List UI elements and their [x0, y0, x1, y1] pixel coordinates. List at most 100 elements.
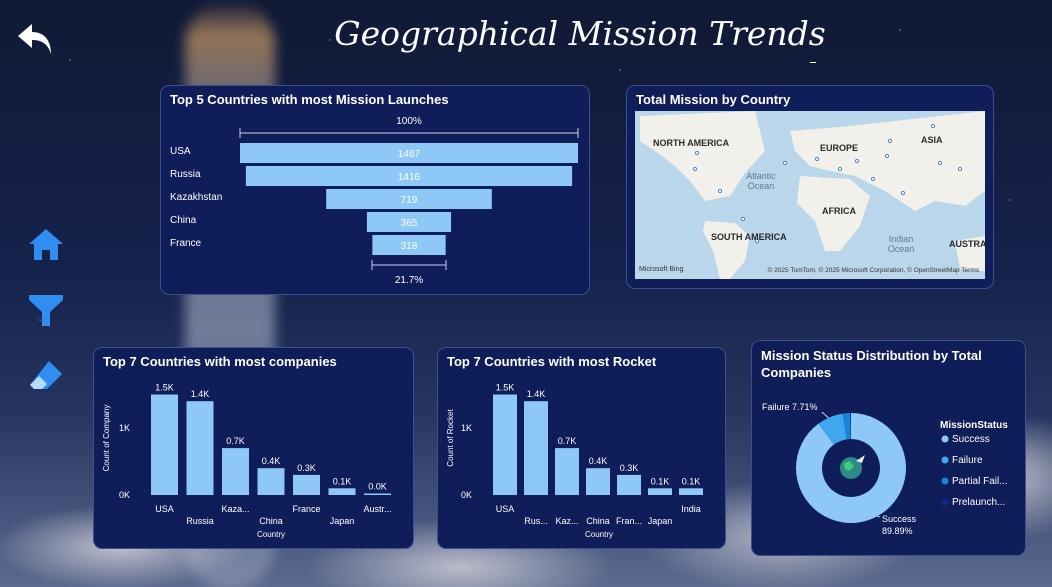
funnel-card: Top 5 Countries with most Mission Launch… — [160, 85, 590, 295]
rockets-bar-5[interactable] — [648, 488, 672, 495]
funnel-value-2: 719 — [401, 195, 418, 206]
funnel-category-2: Kazakhstan — [170, 192, 222, 203]
title-underline — [810, 62, 816, 63]
companies-value-1: 1.4K — [191, 389, 210, 399]
rockets-value-5: 0.1K — [651, 476, 670, 486]
companies-category-0: USA — [155, 504, 174, 514]
map-label-indian-ocean: Indian Ocean — [887, 234, 915, 254]
map-label-asia: ASIA — [921, 135, 943, 145]
companies-bar-6[interactable] — [364, 493, 391, 496]
rockets-bar-6[interactable] — [679, 488, 703, 495]
rockets-bar-0[interactable] — [493, 394, 517, 496]
rockets-bar-4[interactable] — [617, 474, 641, 495]
legend-marker-1 — [941, 456, 949, 464]
legend-label-0[interactable]: Success — [952, 434, 990, 445]
status-success-pct: 89.89% — [882, 526, 913, 536]
companies-category-4: France — [292, 504, 320, 514]
companies-bar-2[interactable] — [222, 448, 249, 495]
rockets-bar-chart: Count of Rocket 0K 1K Country 1.5K USA 1.4… — [446, 383, 703, 539]
rockets-value-2: 0.7K — [558, 436, 577, 446]
funnel-value-1: 1416 — [398, 172, 421, 183]
funnel-chart: 100% 21.7% 1467 USA 1416 Russia 719 Kazakhsta… — [170, 116, 579, 286]
companies-category-1: Russia — [186, 516, 214, 526]
companies-bar-0[interactable] — [151, 394, 178, 496]
donut-slice-1[interactable] — [818, 413, 847, 445]
status-legend-title: MissionStatus — [940, 420, 1008, 431]
rockets-ylabel: Count of Rocket — [446, 409, 455, 467]
funnel-bottom-pct: 21.7% — [395, 275, 423, 286]
companies-bar-chart: Count of Company 0K 1K Country 1.5K USA 1.… — [102, 383, 392, 540]
world-map[interactable]: NORTH AMERICA EUROPE ASIA AFRICA SOUTH A… — [635, 111, 985, 279]
rockets-category-2: Kaz... — [555, 516, 578, 526]
funnel-bar-0[interactable] — [240, 143, 578, 163]
companies-card: Top 7 Countries with most companies Coun… — [93, 347, 414, 549]
rockets-card: Top 7 Countries with most Rocket Count o… — [437, 347, 726, 549]
funnel-value-0: 1467 — [398, 149, 421, 160]
map-label-north-america: NORTH AMERICA — [653, 138, 730, 148]
funnel-category-3: China — [170, 215, 197, 226]
funnel-top-pct: 100% — [396, 116, 422, 127]
rockets-category-5: Japan — [648, 516, 673, 526]
rockets-bar-2[interactable] — [555, 448, 579, 495]
funnel-bar-1[interactable] — [245, 166, 573, 186]
companies-category-3: China — [259, 516, 283, 526]
companies-bar-3[interactable] — [257, 468, 285, 495]
funnel-bar-4[interactable] — [372, 235, 446, 255]
funnel-bar-3[interactable] — [366, 212, 452, 232]
map-label-south-america: SOUTH AMERICA — [711, 232, 787, 242]
home-icon[interactable] — [26, 224, 66, 264]
status-donut-chart: Failure 7.71% Success 89.89% MissionStat… — [762, 402, 1008, 536]
back-arrow-icon[interactable] — [14, 18, 56, 60]
rockets-category-0: USA — [496, 504, 515, 514]
rocket-icon — [856, 455, 865, 463]
funnel-category-4: France — [170, 238, 202, 249]
companies-value-3: 0.4K — [262, 456, 281, 466]
filter-icon[interactable] — [26, 290, 66, 330]
rockets-title: Top 7 Countries with most Rocket — [447, 354, 657, 369]
funnel-value-3: 365 — [401, 218, 418, 229]
donut-slice-0[interactable] — [796, 413, 906, 523]
funnel-category-0: USA — [170, 146, 191, 157]
rockets-bar-1[interactable] — [524, 401, 548, 495]
status-card: Mission Status Distribution by Total Com… — [751, 340, 1026, 556]
map-label-australia: AUSTRA — [949, 239, 985, 249]
funnel-bar-2[interactable] — [326, 189, 492, 209]
legend-marker-3 — [941, 498, 949, 506]
rockets-category-1: Rus... — [524, 516, 548, 526]
companies-value-5: 0.1K — [333, 476, 352, 486]
funnel-category-1: Russia — [170, 169, 201, 180]
legend-label-2[interactable]: Partial Fail... — [952, 476, 1008, 487]
donut-slice-3[interactable] — [850, 413, 851, 440]
bing-logo: Microsoft Bing — [639, 266, 684, 273]
legend-marker-0 — [941, 435, 949, 443]
rockets-value-1: 1.4K — [527, 389, 546, 399]
legend-label-3[interactable]: Prelaunch... — [952, 497, 1005, 508]
rockets-ytick-1: 1K — [461, 423, 472, 433]
rockets-category-3: China — [586, 516, 610, 526]
companies-ylabel: Count of Company — [102, 405, 111, 472]
page-title: Geographical Mission Trends — [334, 14, 826, 53]
legend-label-1[interactable]: Failure — [952, 455, 983, 466]
rockets-category-6: India — [681, 504, 701, 514]
map-label-atlantic-ocean: Atlantic Ocean — [746, 171, 776, 191]
donut-slice-2[interactable] — [842, 413, 851, 440]
companies-value-2: 0.7K — [226, 436, 245, 446]
rockets-value-6: 0.1K — [682, 476, 701, 486]
rockets-value-3: 0.4K — [589, 456, 608, 466]
status-title: Mission Status Distribution by Total Com… — [761, 348, 982, 380]
map-attribution: © 2025 TomTom, © 2025 Microsoft Corporat… — [767, 267, 979, 274]
companies-bar-4[interactable] — [293, 474, 320, 495]
companies-bar-1[interactable] — [186, 401, 214, 495]
rockets-value-0: 1.5K — [496, 383, 515, 393]
map-card: Total Mission by Country NORTH AMERICA E… — [626, 85, 994, 289]
rockets-bar-3[interactable] — [586, 468, 610, 495]
rockets-category-4: Fran... — [616, 516, 642, 526]
rockets-value-4: 0.3K — [620, 463, 639, 473]
eraser-icon[interactable] — [26, 356, 66, 396]
companies-ytick-1: 1K — [119, 423, 130, 433]
status-success-label: Success — [882, 514, 917, 524]
map-label-europe: EUROPE — [820, 143, 859, 153]
map-title: Total Mission by Country — [636, 92, 791, 107]
companies-value-6: 0.0K — [368, 482, 387, 492]
companies-bar-5[interactable] — [328, 488, 356, 495]
